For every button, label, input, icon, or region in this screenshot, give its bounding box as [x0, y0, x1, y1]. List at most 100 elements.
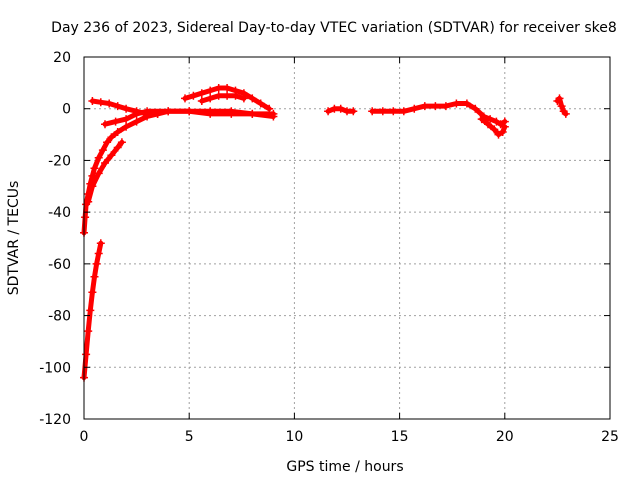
data-point	[113, 102, 122, 111]
plot-frame	[83, 56, 611, 420]
y-axis-label: SDTVAR / TECUs	[6, 181, 22, 296]
data-point	[248, 109, 257, 118]
data-point	[557, 102, 566, 111]
y-tick-label: -20	[48, 153, 71, 169]
data-point	[122, 104, 131, 113]
data-point	[101, 159, 109, 167]
data-point	[88, 288, 97, 297]
data-point	[555, 94, 564, 103]
data-point	[189, 91, 198, 100]
data-point	[84, 197, 93, 206]
x-tick-label: 5	[185, 429, 194, 445]
y-tick-label: -80	[48, 309, 71, 325]
data-plot	[80, 84, 570, 382]
series-arc-11-late	[553, 94, 570, 118]
data-point	[122, 122, 131, 131]
data-point	[368, 107, 377, 116]
data-point	[500, 122, 509, 131]
x-tick-label: 15	[391, 429, 409, 445]
data-point	[490, 125, 499, 134]
data-point	[206, 109, 215, 118]
data-point	[206, 86, 215, 95]
x-tick-label: 10	[285, 429, 303, 445]
data-point	[111, 117, 120, 126]
data-point	[223, 84, 232, 92]
data-point	[94, 153, 103, 162]
data-point	[349, 107, 358, 116]
data-point	[206, 94, 215, 103]
grid	[84, 57, 610, 419]
data-point	[561, 109, 570, 118]
data-point	[117, 138, 126, 147]
y-tick-label: -40	[48, 205, 71, 221]
x-tick-label: 25	[601, 429, 619, 445]
series-arc-9-afternoon	[368, 99, 509, 129]
data-point	[399, 107, 408, 116]
chart-title: Day 236 of 2023, Sidereal Day-to-day VTE…	[51, 20, 617, 36]
series-arc-8-noon	[324, 104, 358, 116]
data-point	[484, 120, 492, 129]
data-point	[101, 120, 109, 129]
data-point	[498, 128, 507, 136]
data-point	[486, 115, 495, 124]
data-point	[88, 97, 97, 105]
y-tick-label: -60	[48, 257, 71, 273]
data-point	[113, 128, 122, 136]
data-point	[496, 120, 505, 129]
series-line	[369, 101, 508, 127]
data-point	[492, 117, 501, 126]
data-point	[82, 350, 91, 359]
data-point	[197, 97, 206, 105]
data-point	[452, 99, 461, 108]
series-arc-4-top	[88, 97, 162, 118]
data-point	[265, 104, 274, 113]
data-point	[132, 117, 141, 126]
x-tick-label: 0	[80, 429, 89, 445]
data-point	[96, 98, 105, 107]
data-point	[164, 107, 173, 116]
data-point	[86, 306, 95, 315]
data-point	[462, 99, 471, 108]
data-point	[269, 112, 278, 121]
data-point	[105, 99, 114, 108]
series-arc-1-steep	[80, 239, 105, 382]
data-point	[494, 130, 503, 139]
data-point	[103, 138, 112, 147]
data-point	[324, 107, 333, 116]
data-point	[410, 104, 419, 113]
data-point	[223, 91, 232, 100]
data-point	[113, 143, 122, 152]
y-tick-label: 0	[62, 102, 71, 118]
series-arc-10-dip	[477, 115, 509, 139]
data-point	[94, 249, 103, 258]
data-point	[143, 107, 152, 116]
series-line	[81, 108, 276, 236]
x-tick-label: 20	[496, 429, 514, 445]
data-point	[122, 115, 131, 124]
data-point	[256, 99, 265, 108]
data-point	[231, 91, 240, 100]
data-point	[132, 109, 141, 118]
data-point	[185, 107, 194, 116]
data-point	[420, 102, 429, 111]
data-point	[227, 109, 236, 118]
data-point	[181, 94, 189, 103]
y-tick-label: -120	[39, 412, 71, 428]
y-tick-label: -100	[39, 360, 71, 376]
data-point	[96, 239, 105, 248]
series-arc-7-hump-lower	[197, 91, 248, 105]
data-point	[248, 94, 257, 103]
data-point	[214, 84, 223, 92]
data-point	[378, 107, 387, 116]
data-point	[90, 164, 99, 173]
data-point	[239, 94, 248, 103]
y-tick-label: 20	[53, 50, 71, 66]
data-point	[441, 102, 450, 111]
data-point	[94, 169, 103, 178]
data-point	[431, 102, 440, 111]
data-point	[471, 104, 480, 113]
data-point	[389, 107, 398, 116]
x-axis-label: GPS time / hours	[286, 459, 403, 475]
series-arc-6-hump	[181, 84, 274, 113]
